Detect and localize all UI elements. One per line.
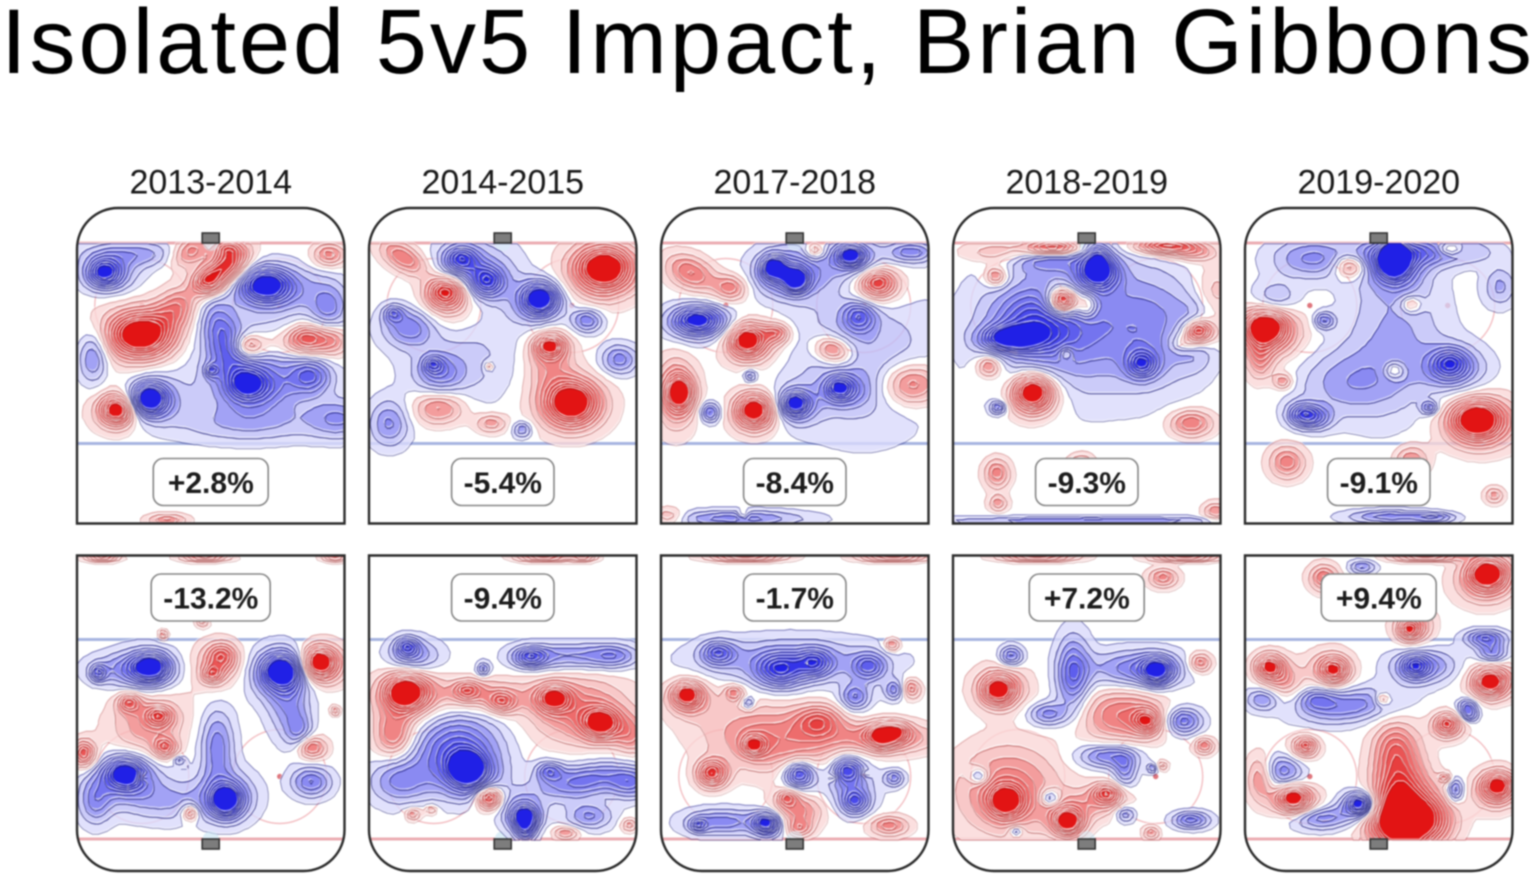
svg-text:2019-2020: 2019-2020: [1297, 164, 1460, 202]
svg-text:-9.4%: -9.4%: [464, 582, 542, 615]
svg-text:2013-2014: 2013-2014: [129, 164, 292, 202]
svg-text:2018-2019: 2018-2019: [1005, 164, 1168, 202]
svg-text:-1.7%: -1.7%: [756, 582, 834, 615]
svg-text:-5.4%: -5.4%: [464, 467, 542, 500]
svg-text:Isolated 5v5 Impact, Brian Gib: Isolated 5v5 Impact, Brian Gibbons: [1, 0, 1535, 93]
svg-text:+9.4%: +9.4%: [1336, 582, 1422, 615]
svg-text:-13.2%: -13.2%: [163, 582, 258, 615]
svg-text:-9.3%: -9.3%: [1048, 467, 1126, 500]
svg-text:+7.2%: +7.2%: [1044, 582, 1130, 615]
svg-text:2017-2018: 2017-2018: [713, 164, 876, 202]
svg-text:-8.4%: -8.4%: [756, 467, 834, 500]
svg-text:-9.1%: -9.1%: [1340, 467, 1418, 500]
svg-text:2014-2015: 2014-2015: [421, 164, 584, 202]
svg-text:+2.8%: +2.8%: [168, 467, 254, 500]
